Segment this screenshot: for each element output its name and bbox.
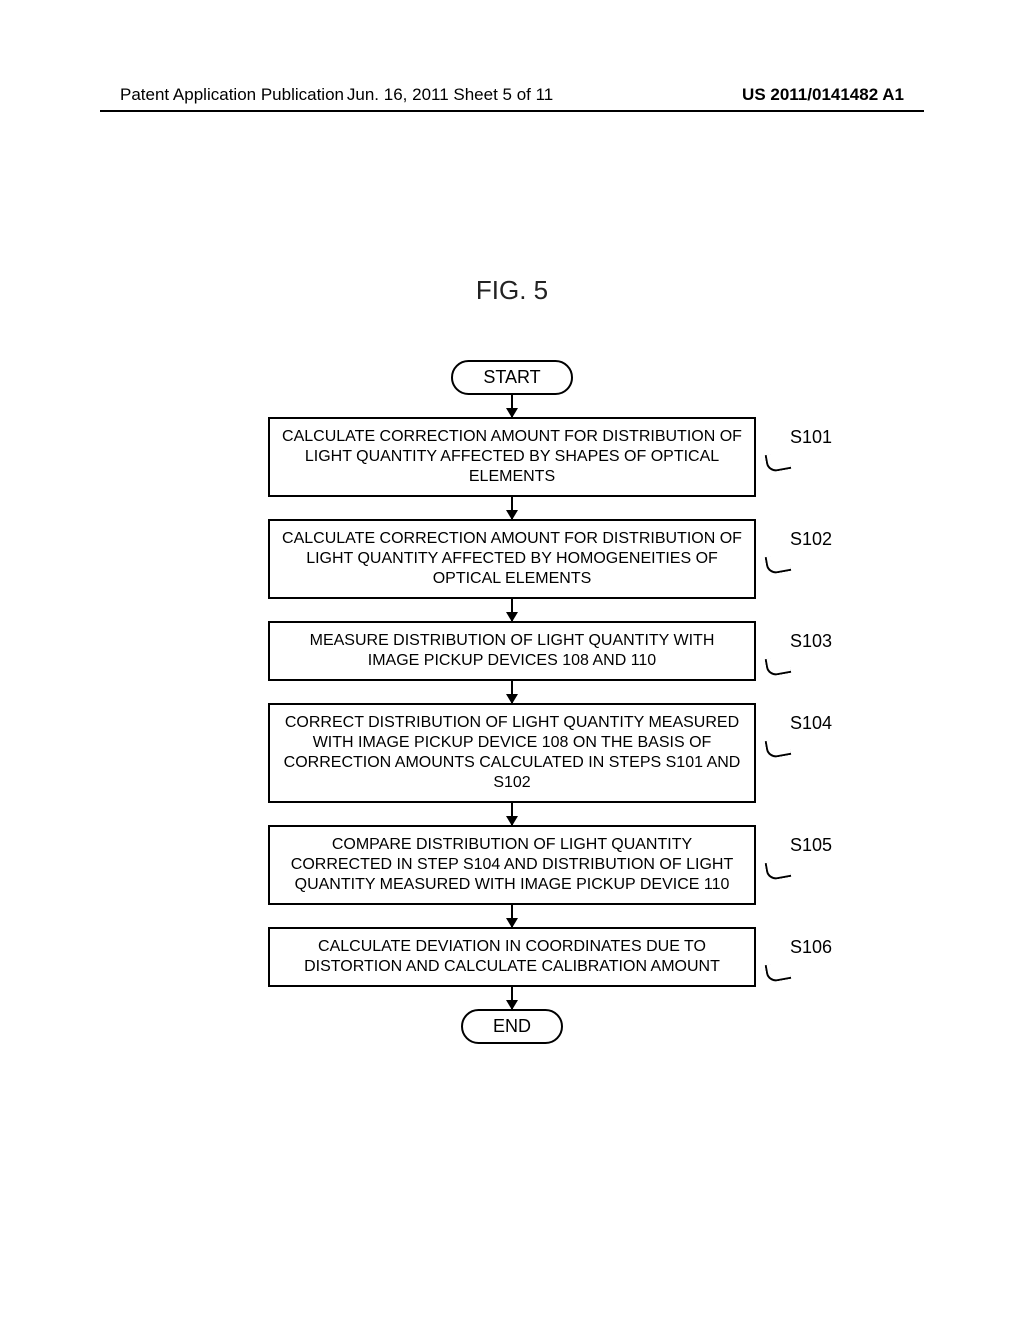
flow-box: CALCULATE DEVIATION IN COORDINATES DUE T… [268, 927, 756, 987]
header-rule [100, 110, 924, 112]
flow-box: CALCULATE CORRECTION AMOUNT FOR DISTRIBU… [268, 519, 756, 599]
connector-icon [765, 655, 792, 677]
figure-title: FIG. 5 [476, 275, 548, 306]
header-right: US 2011/0141482 A1 [742, 85, 904, 105]
connector-icon [765, 961, 792, 983]
arrow-icon [511, 803, 513, 825]
step-s102: CALCULATE CORRECTION AMOUNT FOR DISTRIBU… [252, 519, 772, 599]
start-terminal: START [451, 360, 572, 395]
step-label: S103 [790, 631, 832, 652]
arrow-icon [511, 395, 513, 417]
step-label: S106 [790, 937, 832, 958]
arrow-icon [511, 987, 513, 1009]
step-s106: CALCULATE DEVIATION IN COORDINATES DUE T… [252, 927, 772, 987]
header-center: Jun. 16, 2011 Sheet 5 of 11 [347, 85, 553, 105]
flow-box: CALCULATE CORRECTION AMOUNT FOR DISTRIBU… [268, 417, 756, 497]
step-label: S105 [790, 835, 832, 856]
flow-box: CORRECT DISTRIBUTION OF LIGHT QUANTITY M… [268, 703, 756, 803]
arrow-icon [511, 599, 513, 621]
end-terminal-wrap: END [252, 1009, 772, 1044]
step-label: S104 [790, 713, 832, 734]
flow-box: MEASURE DISTRIBUTION OF LIGHT QUANTITY W… [268, 621, 756, 681]
arrow-icon [511, 905, 513, 927]
step-s101: CALCULATE CORRECTION AMOUNT FOR DISTRIBU… [252, 417, 772, 497]
connector-icon [765, 859, 792, 881]
arrow-icon [511, 681, 513, 703]
step-label: S102 [790, 529, 832, 550]
step-label: S101 [790, 427, 832, 448]
connector-icon [765, 451, 792, 473]
arrow-icon [511, 497, 513, 519]
connector-icon [765, 737, 792, 759]
connector-icon [765, 553, 792, 575]
start-terminal-wrap: START [252, 360, 772, 395]
step-s103: MEASURE DISTRIBUTION OF LIGHT QUANTITY W… [252, 621, 772, 681]
end-terminal: END [461, 1009, 563, 1044]
step-s105: COMPARE DISTRIBUTION OF LIGHT QUANTITY C… [252, 825, 772, 905]
step-s104: CORRECT DISTRIBUTION OF LIGHT QUANTITY M… [252, 703, 772, 803]
flow-box: COMPARE DISTRIBUTION OF LIGHT QUANTITY C… [268, 825, 756, 905]
flowchart: START CALCULATE CORRECTION AMOUNT FOR DI… [252, 360, 772, 1044]
page-header: Patent Application Publication Jun. 16, … [0, 85, 1024, 105]
header-left: Patent Application Publication [120, 85, 344, 105]
